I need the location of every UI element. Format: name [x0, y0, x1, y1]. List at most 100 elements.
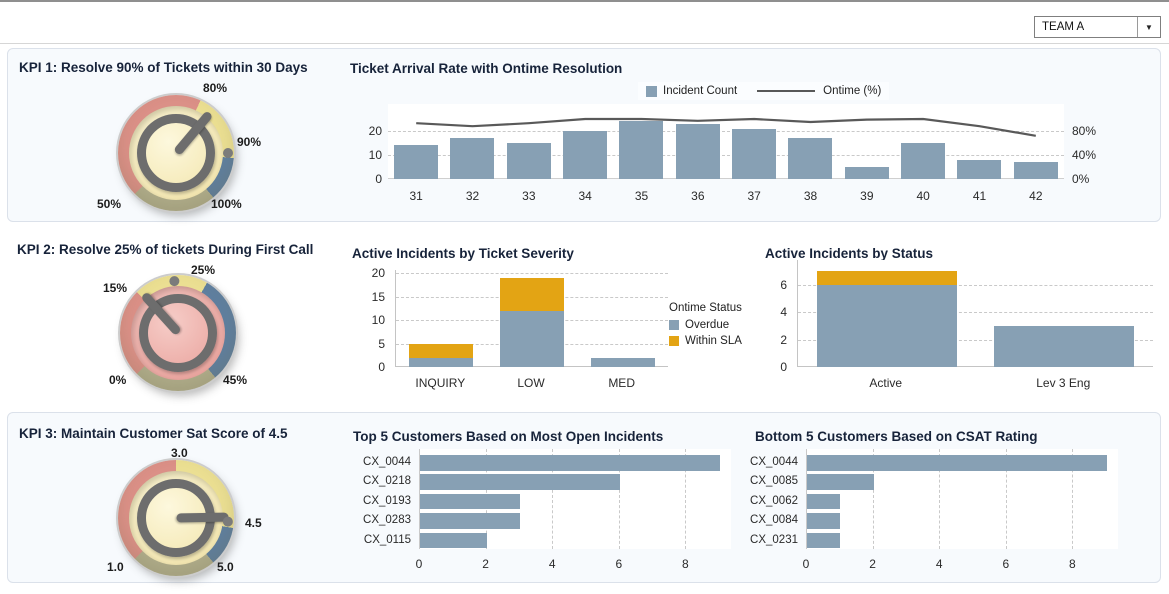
x-axis-tick-label: 31	[409, 189, 423, 203]
bottom5-customers-chart: Bottom 5 Customers Based on CSAT Rating …	[748, 413, 1162, 584]
y-axis-tick-label: 20	[371, 266, 385, 280]
chart-title: Active Incidents by Status	[765, 246, 934, 261]
bar-CX_0283[interactable]	[420, 513, 520, 529]
x-axis-tick-label: 42	[1029, 189, 1043, 203]
gridline	[618, 449, 620, 549]
legend-label: Within SLA	[685, 335, 742, 347]
bar-week-40[interactable]	[901, 143, 945, 179]
bar-within-sla-Active[interactable]	[816, 271, 957, 286]
gauge-label: 5.0	[217, 560, 234, 574]
x-axis-tick-label: 40	[916, 189, 930, 203]
legend-swatch-within-sla	[669, 336, 679, 346]
bar-week-31[interactable]	[394, 145, 438, 179]
ticket-arrival-chart: Ticket Arrival Rate with Ontime Resoluti…	[346, 49, 1158, 223]
bar-week-33[interactable]	[506, 143, 551, 179]
gauge-label: 0%	[109, 373, 127, 387]
gauge-label: 25%	[191, 263, 216, 277]
top5-customers-chart: Top 5 Customers Based on Most Open Incid…	[348, 413, 748, 584]
x-axis-tick-label: 39	[860, 189, 874, 203]
x-axis-tick-label: 32	[465, 189, 480, 203]
gridline	[798, 285, 1153, 287]
x-axis-line	[388, 178, 1064, 179]
kpi3-title: KPI 3: Maintain Customer Sat Score of 4.…	[19, 426, 288, 441]
gauge-target-marker	[223, 148, 233, 158]
kpi3-panel: KPI 3: Maintain Customer Sat Score of 4.…	[7, 412, 1161, 583]
ontime-line	[416, 117, 1036, 137]
bar-CX_0115[interactable]	[420, 532, 487, 549]
gauge-ring	[139, 294, 217, 372]
category-label: CX_0115	[363, 533, 411, 546]
bar-within-sla-INQUIRY[interactable]	[409, 343, 474, 358]
category-label: MED	[608, 376, 635, 390]
plot-area	[395, 270, 668, 367]
y-axis-tick-label: 10	[371, 313, 385, 327]
legend-label: Overdue	[685, 319, 730, 331]
category-label: CX_0062	[750, 494, 798, 507]
bar-week-38[interactable]	[788, 138, 833, 179]
x-axis-tick-label: 6	[615, 557, 623, 571]
bar-overdue-MED[interactable]	[590, 357, 655, 367]
gauge-label: 100%	[211, 197, 242, 211]
gridline	[388, 131, 1064, 132]
plot-area	[806, 449, 1118, 549]
bar-week-42[interactable]	[1013, 162, 1058, 179]
x-axis-tick-label: 35	[634, 189, 649, 203]
right-axis-tick-label: 40%	[1072, 148, 1097, 162]
category-label: INQUIRY	[415, 376, 466, 390]
kpi2-gauge: 25% 15% 0% 45%	[73, 257, 283, 407]
bar-CX_0044[interactable]	[807, 455, 1107, 471]
gridline	[798, 312, 1153, 314]
y-axis-tick-label: 10	[368, 148, 382, 162]
kpi1-gauge: 80% 90% 50% 100%	[71, 77, 281, 227]
bar-week-41[interactable]	[957, 159, 1002, 179]
right-axis-tick-label: 80%	[1072, 124, 1097, 138]
y-axis-tick-label: 0	[378, 360, 385, 374]
category-label: LOW	[517, 376, 545, 390]
plot-area	[419, 449, 731, 549]
y-axis-tick-label: 0	[780, 360, 787, 374]
gridline	[388, 155, 1064, 156]
gauge-label: 90%	[237, 135, 262, 149]
bar-CX_0044[interactable]	[420, 455, 720, 471]
y-axis-tick-label: 6	[780, 278, 787, 293]
bar-overdue-INQUIRY[interactable]	[409, 357, 474, 367]
bar-overdue-LOW[interactable]	[500, 310, 564, 367]
bar-overdue-Lev 3 Eng[interactable]	[994, 326, 1135, 367]
x-axis-tick-label: 33	[522, 189, 536, 203]
bar-week-32[interactable]	[450, 138, 495, 179]
team-selector-value: TEAM A	[1042, 21, 1085, 33]
legend-label: Incident Count	[663, 85, 738, 97]
x-axis-tick-label: 38	[803, 189, 818, 203]
bar-CX_0062[interactable]	[807, 493, 841, 510]
bar-CX_0084[interactable]	[807, 513, 841, 529]
legend: Incident Count Ontime (%)	[638, 82, 890, 100]
team-selector[interactable]: TEAM A ▼	[1034, 16, 1161, 38]
chevron-down-icon[interactable]: ▼	[1137, 17, 1160, 37]
category-label: CX_0231	[750, 533, 798, 546]
y-axis-tick-label: 2	[780, 332, 787, 347]
bar-week-34[interactable]	[563, 131, 607, 179]
bar-week-37[interactable]	[732, 128, 776, 179]
gridline	[872, 449, 874, 549]
kpi2-title: KPI 2: Resolve 25% of tickets During Fir…	[17, 242, 314, 257]
bar-week-36[interactable]	[675, 123, 720, 179]
bar-week-39[interactable]	[844, 167, 889, 179]
category-label: Active	[869, 376, 903, 390]
bar-within-sla-LOW[interactable]	[500, 277, 564, 311]
bar-CX_0218[interactable]	[420, 474, 620, 490]
bar-overdue-Active[interactable]	[816, 285, 957, 367]
gauge-label: 4.5	[245, 516, 262, 530]
y-axis-tick-label: 15	[371, 289, 385, 304]
bar-CX_0231[interactable]	[807, 532, 841, 549]
legend-label: Ontime (%)	[823, 85, 882, 97]
bar-CX_0193[interactable]	[420, 493, 520, 510]
bar-week-35[interactable]	[619, 121, 664, 179]
gauge-label: 45%	[223, 373, 248, 387]
legend-item: Overdue	[669, 319, 742, 331]
gauge-label: 15%	[103, 281, 128, 295]
right-axis-tick-label: 0%	[1072, 172, 1090, 186]
bar-CX_0085[interactable]	[807, 474, 874, 490]
legend-swatch-overdue	[669, 320, 679, 330]
legend-item: Within SLA	[669, 335, 742, 347]
gauge-ring	[137, 114, 215, 192]
